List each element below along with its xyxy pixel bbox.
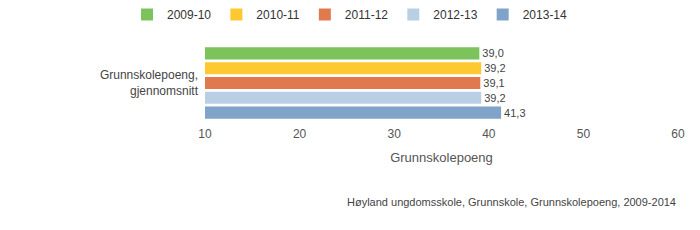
svg-text:30: 30 [388, 127, 402, 141]
svg-text:2011-12: 2011-12 [345, 8, 388, 22]
svg-text:39,2: 39,2 [484, 62, 505, 74]
svg-text:39,0: 39,0 [482, 47, 503, 59]
svg-text:2013-14: 2013-14 [523, 8, 567, 22]
svg-text:2009-10: 2009-10 [167, 8, 211, 22]
svg-text:39,2: 39,2 [484, 92, 505, 104]
svg-text:Grunnskolepoeng,gjennomsnitt: Grunnskolepoeng,gjennomsnitt [100, 68, 199, 98]
svg-text:60: 60 [671, 127, 685, 141]
svg-text:Grunnskolepoeng: Grunnskolepoeng [390, 150, 493, 165]
svg-text:2010-11: 2010-11 [256, 8, 299, 22]
svg-text:40: 40 [482, 127, 496, 141]
svg-text:41,3: 41,3 [504, 107, 525, 119]
svg-text:20: 20 [293, 127, 307, 141]
svg-text:50: 50 [577, 127, 591, 141]
svg-text:2012-13: 2012-13 [433, 8, 477, 22]
svg-text:Høyland ungdomsskole, Grunnsko: Høyland ungdomsskole, Grunnskole, Grunns… [347, 196, 676, 208]
svg-text:39,1: 39,1 [483, 77, 504, 89]
svg-text:10: 10 [198, 127, 212, 141]
